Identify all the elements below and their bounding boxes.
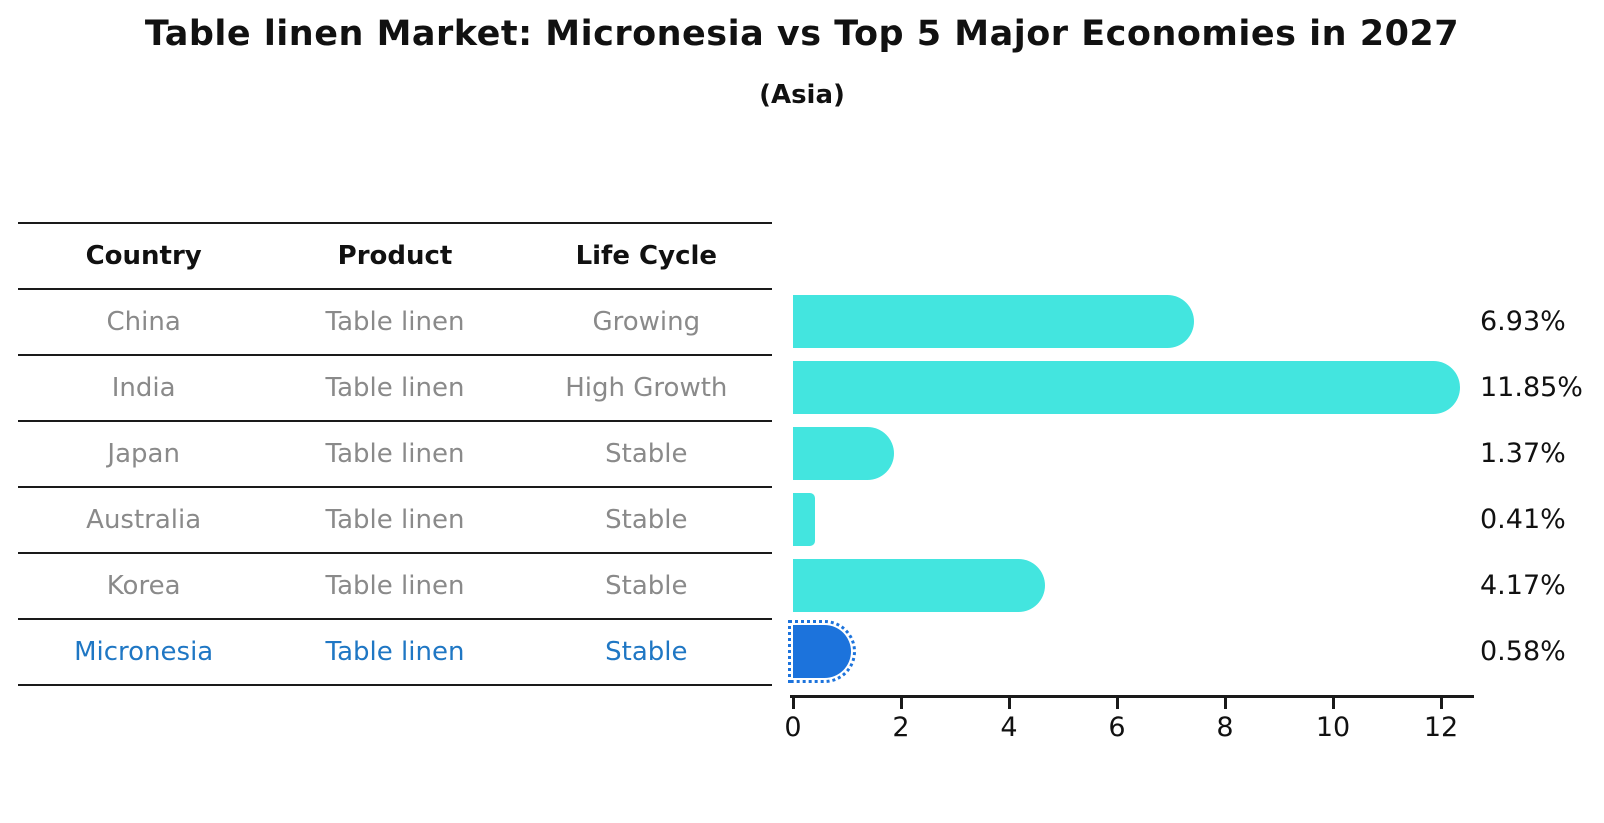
bar-australia: [793, 492, 815, 546]
table-header-cell-country: Country: [85, 241, 202, 271]
table-cell-country: Australia: [86, 505, 202, 535]
table-cell-product: Table linen: [325, 373, 465, 403]
table-row-korea: Korea Table linen Stable: [18, 554, 772, 620]
table-header-cell-life-cycle: Life Cycle: [575, 241, 718, 271]
table-row-china: China Table linen Growing: [18, 290, 772, 356]
bar-china: [793, 294, 1194, 348]
x-axis-tick: [1440, 695, 1443, 709]
bar-value-label-india: 11.85%: [1480, 371, 1583, 403]
x-axis-tick-label: 12: [1423, 712, 1459, 743]
x-axis-tick-label: 4: [1000, 712, 1018, 743]
x-axis-tick: [1008, 695, 1011, 709]
table-row-micronesia: Micronesia Table linen Stable: [18, 620, 772, 686]
x-axis-tick: [1116, 695, 1119, 709]
chart-title: Table linen Market: Micronesia vs Top 5 …: [144, 14, 1460, 54]
table-cell-life-cycle: Stable: [605, 505, 688, 535]
bar-value-label-japan: 1.37%: [1480, 437, 1566, 469]
table-cell-country: China: [106, 307, 181, 337]
table-cell-product: Table linen: [325, 505, 465, 535]
x-axis-tick: [792, 695, 795, 709]
table-cell-life-cycle: Stable: [605, 571, 688, 601]
table-cell-product: Table linen: [325, 307, 465, 337]
bar-micronesia: [788, 619, 856, 683]
x-axis-tick: [1224, 695, 1227, 709]
table-cell-product: Table linen: [325, 439, 465, 469]
table-row-australia: Australia Table linen Stable: [18, 488, 772, 554]
table-cell-country: Micronesia: [74, 637, 214, 667]
table-cell-country: Korea: [106, 571, 181, 601]
bar-value-label-china: 6.93%: [1480, 305, 1566, 337]
table-header-row: Country Product Life Cycle: [18, 224, 772, 290]
table-cell-life-cycle: High Growth: [565, 373, 728, 403]
bar-value-label-australia: 0.41%: [1480, 503, 1566, 535]
table-cell-country: Japan: [107, 439, 180, 469]
x-axis-tick-label: 10: [1315, 712, 1351, 743]
table-header-cell-product: Product: [337, 241, 453, 271]
x-axis-tick-label: 0: [784, 712, 802, 743]
chart-subtitle: (Asia): [759, 80, 845, 110]
x-axis-tick: [900, 695, 903, 709]
bar-value-label-micronesia: 0.58%: [1480, 635, 1566, 667]
bar-value-label-korea: 4.17%: [1480, 569, 1566, 601]
x-axis-tick-label: 6: [1108, 712, 1126, 743]
x-axis-tick-label: 2: [892, 712, 910, 743]
x-axis-line: [790, 695, 1474, 698]
table-cell-country: India: [111, 373, 176, 403]
table-cell-life-cycle: Stable: [605, 637, 688, 667]
table-cell-product: Table linen: [325, 571, 465, 601]
x-axis-tick-label: 8: [1216, 712, 1234, 743]
x-axis-tick: [1332, 695, 1335, 709]
data-table: Country Product Life Cycle China Table linen…: [18, 222, 772, 686]
table-cell-life-cycle: Stable: [605, 439, 688, 469]
bar-japan: [793, 426, 894, 480]
table-cell-life-cycle: Growing: [592, 307, 701, 337]
bar-india: [793, 360, 1460, 414]
table-cell-product: Table linen: [325, 637, 465, 667]
bar-korea: [793, 558, 1045, 612]
table-row-japan: Japan Table linen Stable: [18, 422, 772, 488]
table-row-india: India Table linen High Growth: [18, 356, 772, 422]
